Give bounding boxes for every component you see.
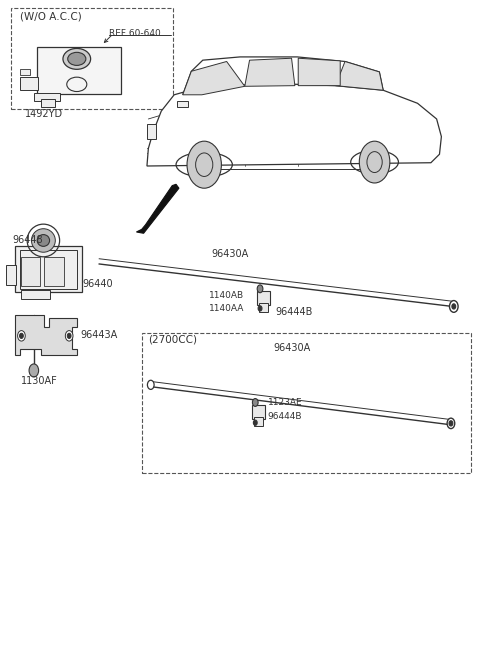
Text: 96430A: 96430A (211, 249, 248, 259)
Polygon shape (298, 58, 340, 86)
Ellipse shape (37, 235, 49, 247)
Text: 1130AF: 1130AF (21, 377, 57, 386)
Ellipse shape (32, 229, 55, 252)
Circle shape (258, 306, 262, 311)
Bar (252, 405, 265, 419)
Text: 96448: 96448 (12, 235, 43, 245)
Bar (34, 93, 60, 101)
Bar (257, 291, 270, 305)
Bar (6, 265, 16, 285)
Text: 96444B: 96444B (268, 412, 302, 420)
Circle shape (360, 141, 390, 183)
Polygon shape (183, 62, 245, 95)
Polygon shape (245, 58, 295, 87)
Bar (21, 69, 30, 75)
Bar (40, 99, 55, 107)
Circle shape (257, 285, 263, 293)
Text: 96443A: 96443A (80, 329, 118, 340)
Polygon shape (147, 84, 442, 166)
Circle shape (449, 420, 453, 426)
Circle shape (147, 380, 154, 390)
Text: 1123AE: 1123AE (268, 398, 302, 407)
Circle shape (29, 364, 38, 377)
Circle shape (452, 304, 456, 309)
Bar (44, 257, 64, 286)
Bar (254, 417, 263, 426)
Circle shape (65, 331, 73, 341)
Circle shape (18, 331, 25, 341)
Text: (2700CC): (2700CC) (148, 335, 197, 344)
Text: 1140AA: 1140AA (209, 304, 244, 313)
Polygon shape (15, 315, 77, 356)
Circle shape (187, 141, 221, 188)
Bar (15, 247, 82, 292)
Circle shape (447, 418, 455, 428)
Text: 1492YD: 1492YD (25, 108, 63, 119)
Circle shape (253, 420, 257, 425)
Text: 96440: 96440 (83, 279, 113, 289)
Bar (259, 303, 268, 312)
Polygon shape (136, 184, 179, 234)
Circle shape (67, 333, 71, 338)
Bar (22, 290, 50, 298)
Text: 96430A: 96430A (274, 342, 311, 352)
Text: (W/O A.C.C): (W/O A.C.C) (21, 12, 82, 22)
Text: 96444B: 96444B (276, 307, 313, 318)
Bar (20, 250, 77, 289)
Ellipse shape (63, 49, 91, 70)
Bar (20, 77, 37, 90)
Ellipse shape (68, 52, 86, 66)
Bar (142, 333, 471, 473)
Polygon shape (336, 62, 383, 91)
Bar (37, 47, 120, 94)
Text: REF 60-640: REF 60-640 (109, 30, 160, 39)
Circle shape (449, 300, 458, 312)
Bar (147, 124, 156, 138)
Bar (177, 100, 188, 107)
Circle shape (252, 399, 258, 406)
Bar (11, 8, 173, 109)
Text: 1140AB: 1140AB (209, 291, 244, 300)
Bar (22, 257, 39, 286)
Circle shape (20, 333, 24, 338)
